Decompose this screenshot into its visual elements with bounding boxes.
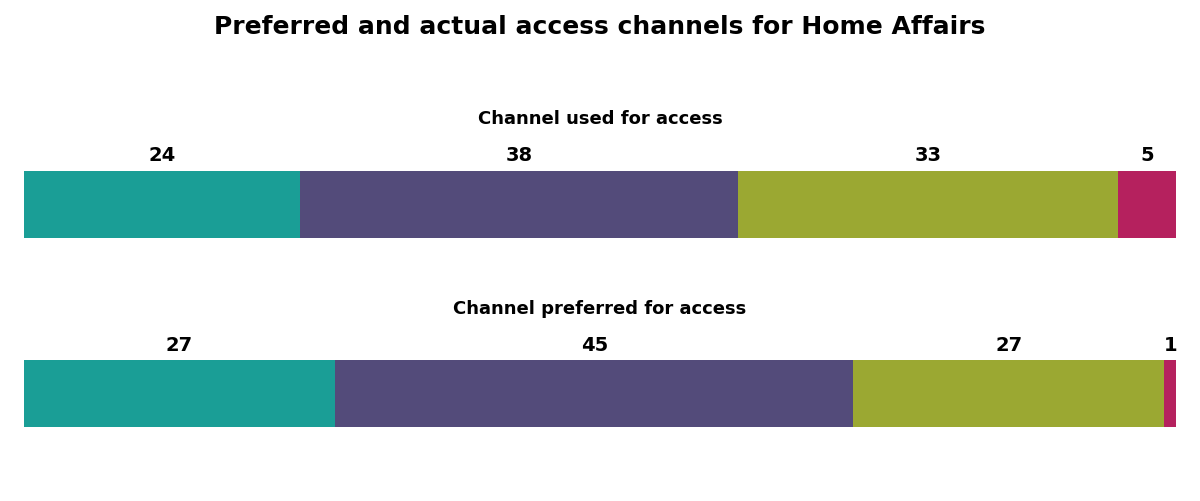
Text: 5: 5 (1140, 146, 1154, 165)
Bar (24, 360, 335, 427)
Bar (738, 171, 1118, 237)
Text: 24: 24 (149, 146, 176, 165)
Bar (335, 360, 853, 427)
Text: 38: 38 (505, 146, 533, 165)
Text: 45: 45 (581, 336, 608, 355)
Text: Channel preferred for access: Channel preferred for access (454, 300, 746, 318)
Text: 27: 27 (166, 336, 193, 355)
Text: 33: 33 (914, 146, 942, 165)
Text: 1: 1 (1164, 336, 1177, 355)
Bar (300, 171, 738, 237)
Text: Channel used for access: Channel used for access (478, 110, 722, 128)
Bar (1118, 171, 1176, 237)
Text: 27: 27 (995, 336, 1022, 355)
Text: Preferred and actual access channels for Home Affairs: Preferred and actual access channels for… (215, 15, 985, 39)
Bar (853, 360, 1164, 427)
Bar (24, 171, 300, 237)
Bar (1164, 360, 1176, 427)
